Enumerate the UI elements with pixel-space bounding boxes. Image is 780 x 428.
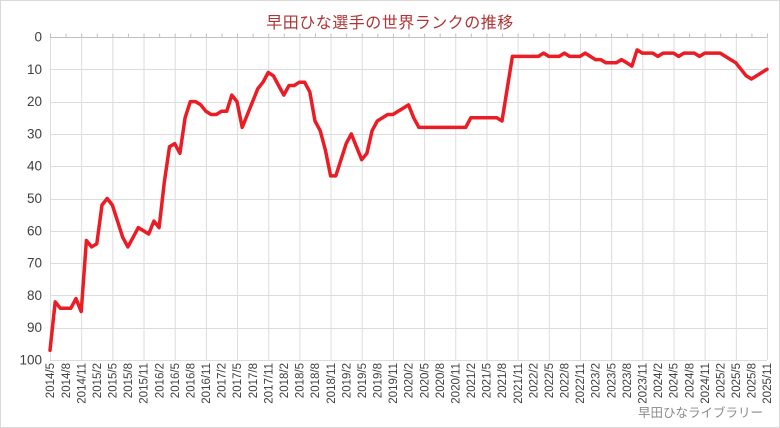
x-gridlines [50, 37, 768, 360]
svg-text:2015/5: 2015/5 [108, 363, 120, 398]
svg-text:50: 50 [27, 191, 42, 206]
svg-text:2022/11: 2022/11 [575, 363, 587, 404]
svg-text:2015/8: 2015/8 [123, 363, 135, 398]
svg-text:2018/11: 2018/11 [326, 363, 338, 404]
x-axis [50, 33, 768, 38]
svg-text:2025/11: 2025/11 [762, 363, 774, 404]
svg-text:70: 70 [27, 256, 42, 271]
svg-text:90: 90 [27, 320, 42, 335]
y-gridlines [50, 69, 767, 361]
svg-text:2019/5: 2019/5 [357, 363, 369, 398]
world-rank-series [48, 48, 769, 353]
svg-text:2025/8: 2025/8 [747, 363, 759, 398]
svg-text:2017/8: 2017/8 [248, 363, 260, 398]
svg-text:2019/11: 2019/11 [388, 363, 400, 404]
svg-text:2024/5: 2024/5 [669, 363, 681, 398]
svg-text:2018/5: 2018/5 [295, 363, 307, 398]
svg-text:2022/5: 2022/5 [544, 363, 556, 398]
svg-text:2014/11: 2014/11 [76, 363, 88, 404]
svg-text:2018/8: 2018/8 [310, 363, 322, 398]
svg-text:40: 40 [27, 159, 42, 174]
svg-text:2017/11: 2017/11 [263, 363, 275, 404]
svg-text:2023/8: 2023/8 [622, 363, 634, 398]
svg-text:2016/8: 2016/8 [185, 363, 197, 398]
svg-text:0: 0 [34, 30, 42, 45]
svg-text:2016/5: 2016/5 [170, 363, 182, 398]
x-axis-labels: 2014/5 2014/8 2014/11 2015/2 2015/5 2015/8 201… [45, 363, 774, 404]
svg-text:2016/2: 2016/2 [154, 363, 166, 398]
svg-text:2017/5: 2017/5 [232, 363, 244, 398]
svg-text:2019/8: 2019/8 [373, 363, 385, 398]
svg-text:20: 20 [27, 94, 42, 109]
svg-text:2017/2: 2017/2 [217, 363, 229, 398]
svg-text:2023/5: 2023/5 [606, 363, 618, 398]
svg-text:2024/8: 2024/8 [684, 363, 696, 398]
svg-text:2022/8: 2022/8 [560, 363, 572, 398]
chart-title: 早田ひな選手の世界ランクの推移 [266, 15, 514, 32]
svg-text:2024/11: 2024/11 [700, 363, 712, 404]
svg-text:2015/11: 2015/11 [139, 363, 151, 404]
svg-text:2024/2: 2024/2 [653, 363, 665, 398]
svg-text:2021/8: 2021/8 [497, 363, 509, 398]
svg-text:2015/2: 2015/2 [92, 363, 104, 398]
svg-text:2021/5: 2021/5 [482, 363, 494, 398]
series-line [48, 48, 769, 353]
svg-text:2021/2: 2021/2 [466, 363, 478, 398]
svg-text:10: 10 [27, 62, 42, 77]
svg-text:2023/11: 2023/11 [638, 363, 650, 404]
svg-text:2021/11: 2021/11 [513, 363, 525, 404]
svg-text:2014/5: 2014/5 [45, 363, 57, 398]
svg-text:100: 100 [19, 353, 42, 368]
svg-text:2020/11: 2020/11 [450, 363, 462, 404]
svg-text:2023/2: 2023/2 [591, 363, 603, 398]
svg-text:2018/2: 2018/2 [279, 363, 291, 398]
svg-text:2019/2: 2019/2 [341, 363, 353, 398]
svg-text:2020/8: 2020/8 [435, 363, 447, 398]
svg-text:30: 30 [27, 126, 42, 141]
svg-text:2014/8: 2014/8 [61, 363, 73, 398]
svg-text:2020/5: 2020/5 [419, 363, 431, 398]
svg-text:2025/5: 2025/5 [731, 363, 743, 398]
svg-text:80: 80 [27, 288, 42, 303]
svg-text:2020/2: 2020/2 [404, 363, 416, 398]
svg-text:60: 60 [27, 223, 42, 238]
y-axis-labels: 0 10 20 30 40 50 60 70 80 90 100 [19, 30, 42, 368]
svg-text:2022/2: 2022/2 [528, 363, 540, 398]
svg-text:2016/11: 2016/11 [201, 363, 213, 404]
svg-text:2025/2: 2025/2 [715, 363, 727, 398]
watermark-text: 早田ひなライブラリー [637, 406, 763, 420]
